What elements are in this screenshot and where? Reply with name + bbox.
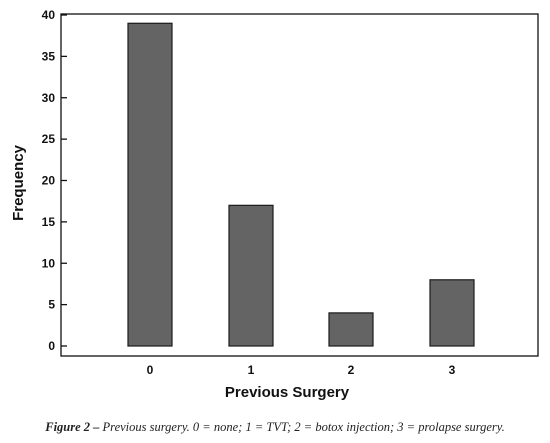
y-tick-label: 0 xyxy=(48,339,55,353)
bar-3 xyxy=(429,279,475,347)
y-tick-label: 10 xyxy=(42,256,56,270)
y-tick-label: 15 xyxy=(42,215,56,229)
bar-chart: 0 5 10 15 20 25 30 35 40 0 1 2 3 Previous Surgery F… xyxy=(10,8,539,401)
y-tick-label: 5 xyxy=(48,298,55,312)
x-tick-label: 2 xyxy=(348,363,355,377)
x-tick-label: 3 xyxy=(449,363,456,377)
y-axis: 0 5 10 15 20 25 30 35 40 xyxy=(42,8,67,353)
bar-2 xyxy=(328,312,374,347)
figure-caption: Figure 2 – Previous surgery. 0 = none; 1… xyxy=(0,420,550,435)
x-tick-label: 0 xyxy=(147,363,154,377)
bars xyxy=(127,22,475,347)
x-tick-label: 1 xyxy=(248,363,255,377)
y-tick-label: 20 xyxy=(42,174,56,188)
bar-0 xyxy=(127,22,173,347)
y-axis-title: Frequency xyxy=(10,144,27,221)
caption-lead: Figure 2 – xyxy=(45,420,100,434)
bar-1 xyxy=(228,204,274,347)
caption-text: Previous surgery. 0 = none; 1 = TVT; 2 =… xyxy=(99,420,505,434)
x-axis: 0 1 2 3 xyxy=(147,363,456,377)
x-axis-title: Previous Surgery xyxy=(225,384,350,401)
y-tick-label: 25 xyxy=(42,132,56,146)
y-tick-label: 35 xyxy=(42,49,56,63)
y-tick-label: 30 xyxy=(42,91,56,105)
y-tick-label: 40 xyxy=(42,8,56,22)
plot-frame xyxy=(60,13,539,357)
